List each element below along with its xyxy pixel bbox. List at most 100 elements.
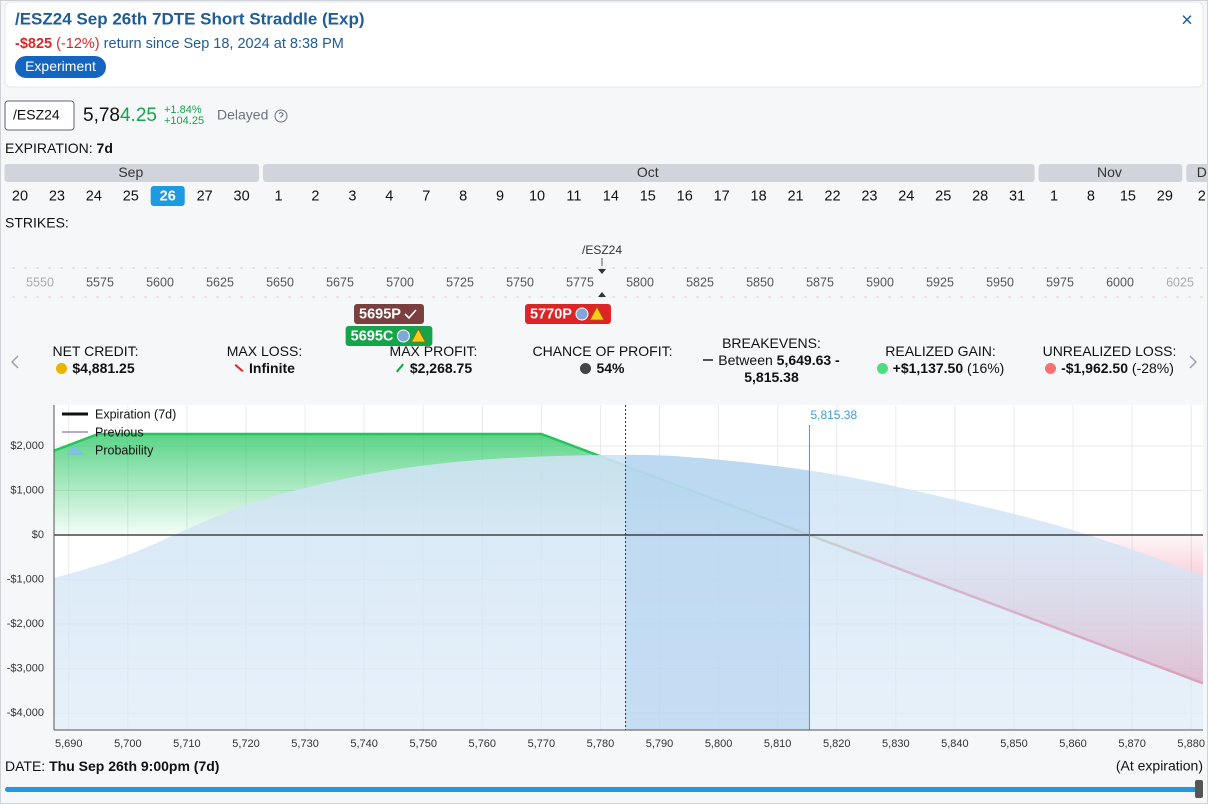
- date[interactable]: 18: [751, 188, 767, 204]
- strike-label[interactable]: 5975: [1046, 275, 1074, 289]
- date[interactable]: 27: [197, 188, 213, 204]
- strike-label[interactable]: 5700: [386, 275, 414, 289]
- strike-label[interactable]: 5575: [86, 275, 114, 289]
- position-tag[interactable]: [525, 304, 611, 324]
- date[interactable]: 17: [714, 188, 730, 204]
- badge-text[interactable]: Experiment: [25, 58, 96, 74]
- date[interactable]: 2: [311, 188, 319, 204]
- close-button[interactable]: ×: [1181, 9, 1193, 31]
- date[interactable]: 14: [603, 188, 619, 204]
- return-line: -$825 (-12%) return since Sep 18, 2024 a…: [15, 36, 344, 52]
- position-label[interactable]: 5770P: [530, 306, 572, 322]
- stat: MAX LOSS: Infinite: [180, 343, 349, 386]
- date[interactable]: 25: [935, 188, 951, 204]
- date-slider[interactable]: [5, 787, 1197, 792]
- strike-label[interactable]: 5750: [506, 275, 534, 289]
- strike-label[interactable]: 5600: [146, 275, 174, 289]
- strike-label[interactable]: 5725: [446, 275, 474, 289]
- position-tag[interactable]: [345, 326, 433, 346]
- date[interactable]: 22: [824, 188, 840, 204]
- x-tick-label: 5,720: [232, 738, 260, 750]
- date[interactable]: 29: [1157, 188, 1173, 204]
- date[interactable]: 25: [123, 188, 139, 204]
- strike-label[interactable]: 5800: [626, 275, 654, 289]
- x-tick-label: 5,780: [587, 738, 615, 750]
- legend-label[interactable]: Expiration (7d): [95, 407, 176, 421]
- date[interactable]: 28: [972, 188, 988, 204]
- symbol[interactable]: /ESZ24: [13, 107, 60, 123]
- date[interactable]: 26: [160, 188, 176, 204]
- stat-value-line: $2,268.75: [349, 360, 518, 377]
- date[interactable]: 30: [234, 188, 250, 204]
- x-tick-label: 5,710: [173, 738, 201, 750]
- stat-value-line: Between 5,649.63 - 5,815.38: [687, 352, 856, 386]
- date[interactable]: 1: [1050, 188, 1058, 204]
- strike-label[interactable]: 5950: [986, 275, 1014, 289]
- date[interactable]: 10: [529, 188, 545, 204]
- legend-label[interactable]: Probability: [95, 443, 154, 457]
- selected-date[interactable]: [150, 186, 185, 206]
- x-tick-label: 5,770: [528, 738, 556, 750]
- strike-label[interactable]: 5900: [866, 275, 894, 289]
- x-tick-label: 5,800: [705, 738, 733, 750]
- strike-label[interactable]: 5875: [806, 275, 834, 289]
- probability-band: [625, 454, 810, 730]
- date[interactable]: 9: [496, 188, 504, 204]
- x-tick-label: 5,850: [1000, 738, 1028, 750]
- underlying-marker: /ESZ24: [582, 243, 622, 257]
- prev-arrow[interactable]: [10, 355, 19, 369]
- date[interactable]: 11: [566, 188, 581, 204]
- strike-label[interactable]: 5850: [746, 275, 774, 289]
- date[interactable]: 15: [1120, 188, 1136, 204]
- date[interactable]: 7: [422, 188, 430, 204]
- date[interactable]: 1: [274, 188, 282, 204]
- strike-label[interactable]: 5650: [266, 275, 294, 289]
- x-tick-label: 5,750: [409, 738, 437, 750]
- month-bar: [263, 164, 1035, 182]
- date[interactable]: 23: [861, 188, 877, 204]
- strike-label[interactable]: 5625: [206, 275, 234, 289]
- y-tick-label: -$3,000: [7, 662, 44, 674]
- badge[interactable]: [15, 56, 106, 78]
- stats-row: NET CREDIT: $4,881.25 MAX LOSS: Infinite MAX…: [11, 335, 1194, 386]
- date[interactable]: 8: [459, 188, 467, 204]
- stat: REALIZED GAIN: +$1,137.50 (16%): [856, 343, 1025, 386]
- dollar-icon: [575, 307, 589, 321]
- help-icon[interactable]: [274, 109, 288, 123]
- month-label: D: [1197, 164, 1207, 180]
- y-tick-label: $2,000: [10, 440, 44, 452]
- strike-label[interactable]: 5925: [926, 275, 954, 289]
- symbol-input[interactable]: [4, 100, 75, 131]
- date[interactable]: 15: [640, 188, 656, 204]
- slider-handle[interactable]: [1195, 780, 1203, 798]
- position-label[interactable]: 5695C: [351, 328, 394, 344]
- month-bar: [1038, 164, 1183, 182]
- date[interactable]: 16: [677, 188, 693, 204]
- date[interactable]: 3: [348, 188, 356, 204]
- stat-value-line: Infinite: [180, 360, 349, 377]
- strike-label[interactable]: 6000: [1106, 275, 1134, 289]
- position-tag[interactable]: [354, 304, 424, 324]
- strike-label[interactable]: 5825: [686, 275, 714, 289]
- strike-label[interactable]: 5550: [26, 275, 54, 289]
- date[interactable]: 24: [898, 188, 914, 204]
- strike-label[interactable]: 6025: [1166, 275, 1194, 289]
- date[interactable]: 24: [86, 188, 102, 204]
- month-bar: [1186, 164, 1208, 182]
- stat: MAX PROFIT: $2,268.75: [349, 343, 518, 386]
- date[interactable]: 4: [385, 188, 393, 204]
- date[interactable]: 21: [787, 188, 803, 204]
- date[interactable]: 8: [1087, 188, 1095, 204]
- legend-label[interactable]: Previous: [95, 425, 144, 439]
- date[interactable]: 23: [49, 188, 65, 204]
- strike-label[interactable]: 5775: [566, 275, 594, 289]
- date[interactable]: 2: [1198, 188, 1206, 204]
- stat: UNREALIZED LOSS: -$1,962.50 (-28%): [1025, 343, 1194, 386]
- next-arrow[interactable]: [1189, 355, 1198, 369]
- stat-label: NET CREDIT:: [52, 343, 139, 359]
- strike-label[interactable]: 5675: [326, 275, 354, 289]
- date[interactable]: 20: [12, 188, 28, 204]
- date[interactable]: 31: [1009, 188, 1025, 204]
- position-label[interactable]: 5695P: [359, 306, 401, 322]
